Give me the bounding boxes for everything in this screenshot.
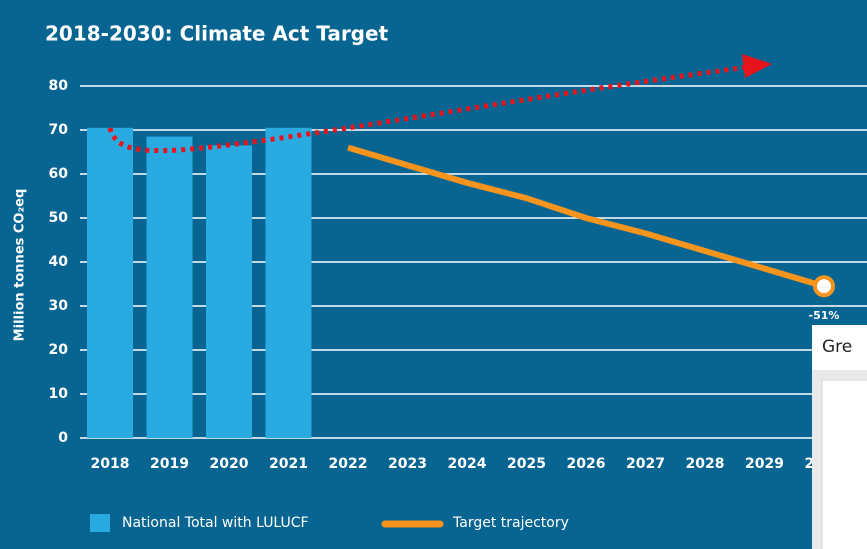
x-tick-label: 2021: [269, 456, 308, 472]
y-tick-label: 0: [58, 430, 68, 446]
line: [347, 144, 825, 290]
legend-label: National Total with LULUCF: [122, 515, 309, 531]
x-tick-label: 2020: [210, 456, 249, 472]
x-tick-label: 2026: [567, 456, 606, 472]
overlay-box: [821, 379, 867, 549]
trend-arrow-head: [742, 54, 772, 78]
legend-label: Target trajectory: [452, 515, 569, 531]
y-tick-label: 20: [49, 342, 69, 358]
legend-swatch: [90, 514, 110, 532]
x-tick-label: 2025: [507, 456, 546, 472]
trend-arrow-line: [107, 63, 756, 154]
x-tick-label: 2028: [686, 456, 725, 472]
y-tick-label: 50: [49, 210, 69, 226]
x-tick-label: 2019: [150, 456, 189, 472]
bar: [265, 127, 312, 439]
y-tick-label: 80: [49, 78, 69, 94]
x-tick-label: 2023: [388, 456, 427, 472]
plot-area: 0 10 20 30 40 50 60 70 80 2018 2019 2020 2021 2022 202…: [49, 78, 867, 472]
bar: [146, 136, 193, 438]
legend: National Total with LULUCF Target traject…: [90, 514, 569, 532]
chart-title: 2018-2030: Climate Act Target: [45, 22, 389, 46]
bar: [206, 145, 252, 438]
y-axis-label: Million tonnes CO₂eq: [13, 189, 28, 342]
overlay-title: Gre: [822, 337, 852, 357]
x-tick-label: 2018: [91, 456, 130, 472]
y-tick-label: 10: [49, 386, 69, 402]
end-marker: [813, 275, 835, 298]
x-tick-label: 2022: [329, 456, 368, 472]
y-tick-label: 70: [49, 122, 69, 138]
x-tick-label: 2024: [448, 456, 487, 472]
y-tick-label: 30: [49, 298, 69, 314]
annotation: -51%: [809, 309, 840, 322]
bar: [87, 127, 133, 439]
overlay-panel: Gre: [812, 325, 867, 549]
x-tick-label: 2029: [745, 456, 784, 472]
y-tick-label: 60: [49, 166, 69, 182]
y-tick-label: 40: [49, 254, 69, 270]
x-tick-label: 2027: [626, 456, 665, 472]
